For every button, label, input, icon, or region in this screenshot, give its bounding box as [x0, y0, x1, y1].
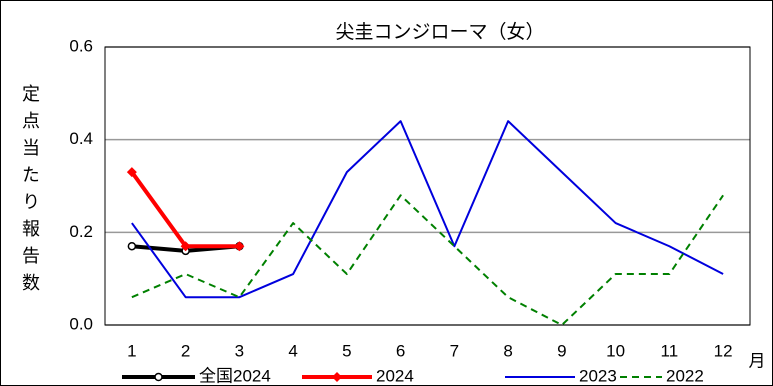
x-tick-label: 12	[714, 341, 733, 360]
y-axis-label: 定点当たり報告数	[20, 84, 40, 300]
x-tick-label: 1	[127, 341, 136, 360]
point	[127, 241, 137, 251]
x-tick-label: 8	[503, 341, 512, 360]
legend-label: 2024	[376, 366, 414, 385]
y-tick-label: 0.2	[69, 222, 93, 241]
x-tick-label: 7	[450, 341, 459, 360]
x-tick-label: 6	[396, 341, 405, 360]
legend-label: 2023	[579, 366, 617, 385]
y-tick-label: 0.4	[69, 129, 93, 148]
series-line	[131, 120, 724, 299]
x-tick-label: 4	[288, 341, 297, 360]
point	[332, 372, 342, 382]
legend-label: 2022	[666, 366, 704, 385]
y-tick-label: 0.6	[69, 36, 93, 55]
plot-border	[104, 46, 751, 326]
y-tick-label: 0.0	[69, 314, 93, 333]
chart-title: 尖圭コンジローマ（女）	[335, 21, 544, 43]
point	[234, 241, 245, 252]
x-axis-label: 月	[749, 351, 766, 370]
point	[154, 372, 163, 382]
x-tick-label: 9	[557, 341, 566, 360]
x-tick-label: 3	[235, 341, 244, 360]
x-tick-label: 2	[181, 341, 190, 360]
legend-label: 全国2024	[199, 366, 271, 385]
x-tick-label: 10	[606, 341, 625, 360]
point	[180, 241, 191, 252]
x-tick-label: 5	[342, 341, 351, 360]
point	[126, 167, 137, 178]
x-tick-label: 11	[661, 341, 679, 360]
